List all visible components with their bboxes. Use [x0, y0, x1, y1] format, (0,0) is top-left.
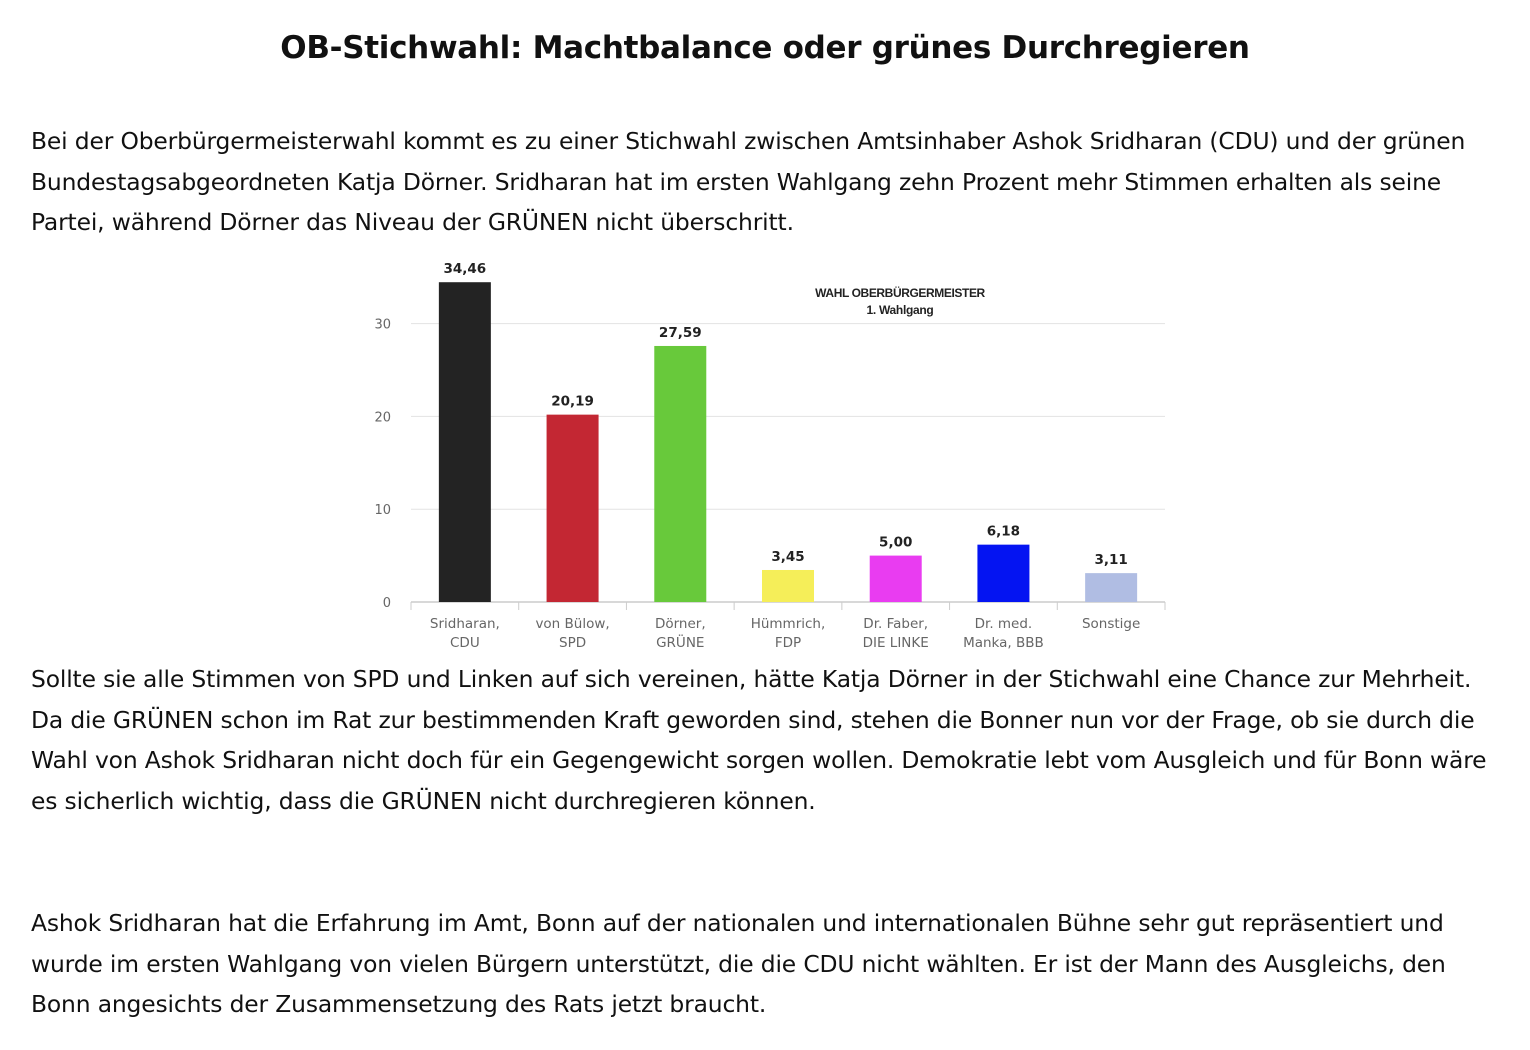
- bar: [977, 544, 1030, 602]
- x-tick-label: FDP: [775, 635, 801, 651]
- y-tick-label: 30: [374, 318, 391, 333]
- paragraph-intro: Bei der Oberbürgermeisterwahl kommt es z…: [31, 127, 1466, 236]
- bar: [1085, 573, 1138, 602]
- x-tick-label: CDU: [450, 635, 480, 651]
- chart-subtitle: 1. Wahlgang: [867, 303, 934, 317]
- election-bar-chart: 0 10 20 30 34,46 Sridharan, CDU 20,19 von Bülow,…: [355, 252, 1185, 656]
- x-tick-label: Dörner,: [655, 616, 706, 632]
- data-label: 6,18: [987, 524, 1020, 540]
- data-label: 5,00: [879, 535, 912, 551]
- x-tick-label: Hümmrich,: [751, 616, 826, 632]
- x-tick-label: Sridharan,: [430, 616, 500, 632]
- y-tick-label: 0: [383, 596, 391, 611]
- article-title: OB-Stichwahl: Machtbalance oder grünes D…: [280, 30, 1250, 66]
- paragraph-analysis: Sollte sie alle Stimmen von SPD und Link…: [31, 665, 1487, 815]
- y-tick-label: 10: [374, 503, 391, 518]
- x-tick-label: Dr. Faber,: [863, 616, 928, 632]
- data-label: 3,45: [771, 549, 804, 565]
- x-tick-label: von Bülow,: [535, 616, 609, 632]
- x-tick-label: GRÜNE: [656, 633, 704, 651]
- x-tick-label: Dr. med.: [975, 616, 1033, 632]
- bar: [869, 555, 922, 602]
- bar: [438, 282, 491, 602]
- bar: [762, 569, 814, 602]
- x-tick-label: DIE LINKE: [863, 635, 929, 651]
- data-label: 20,19: [551, 394, 594, 410]
- data-label: 27,59: [659, 325, 702, 341]
- paragraph-conclusion: Ashok Sridharan hat die Erfahrung im Amt…: [31, 909, 1446, 1018]
- y-tick-label: 20: [374, 410, 391, 425]
- x-tick-label: Manka, BBB: [963, 635, 1044, 651]
- x-tick-label: Sonstige: [1082, 616, 1140, 632]
- bar: [654, 345, 707, 602]
- chart-title: WAHL OBERBÜRGERMEISTER: [815, 285, 985, 300]
- chart-svg: 0 10 20 30 34,46 Sridharan, CDU 20,19 von Bülow,…: [374, 261, 1166, 651]
- x-tick-label: SPD: [559, 635, 586, 651]
- data-label: 3,11: [1094, 552, 1127, 568]
- data-label: 34,46: [444, 261, 487, 277]
- bar: [546, 414, 599, 602]
